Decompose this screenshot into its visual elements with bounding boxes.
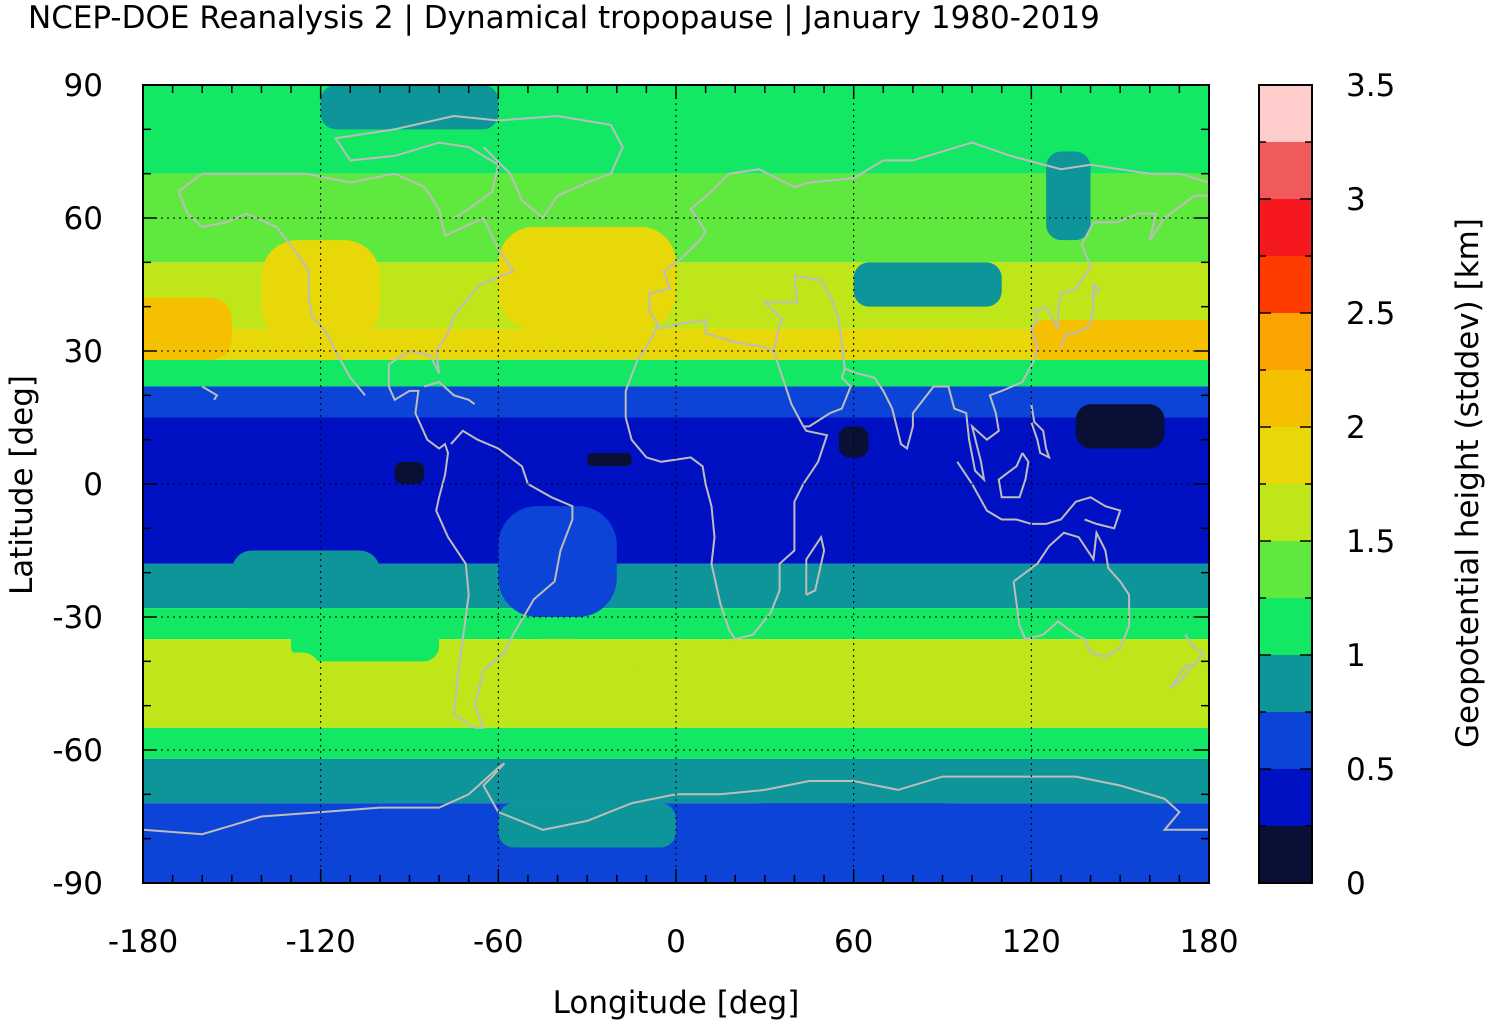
colorbar-tick-label: 2.5 (1346, 296, 1395, 332)
coastline-13 (1169, 634, 1205, 689)
y-tick-label: 0 (83, 467, 103, 503)
feature-9 (838, 426, 869, 458)
coastline-11 (997, 452, 1030, 499)
feature-11 (587, 452, 632, 467)
feature-17 (631, 661, 1209, 706)
y-tick-label: 90 (64, 68, 103, 104)
coastline-2 (624, 141, 1209, 418)
feature-4 (1090, 324, 1209, 351)
gridlines (143, 85, 1209, 883)
colorbar-segment-1 (1259, 769, 1312, 826)
colorbar-segment-7 (1259, 427, 1312, 484)
coastline-4 (762, 274, 852, 428)
coastline-0 (177, 172, 574, 729)
coastline-15 (201, 385, 219, 401)
coastline-5 (844, 194, 1209, 483)
y-tick-label: -90 (52, 866, 103, 902)
y-tick-label: 60 (64, 201, 103, 237)
plot-frame (142, 84, 1210, 884)
colorbar-tick-label: 0.5 (1346, 752, 1395, 788)
band-10 (143, 727, 1209, 759)
colorbar-segment-9 (1259, 313, 1312, 370)
coastline-8 (333, 114, 624, 220)
feature-2 (261, 240, 380, 343)
feature-8 (1075, 404, 1165, 449)
colorbar-tick-label: 0 (1346, 866, 1366, 902)
coastline-1 (177, 191, 366, 396)
y-tick-label: -60 (52, 733, 103, 769)
y-tick-labels: 90 60 30 0 -30 -60 -90 (52, 68, 103, 902)
coastline-7 (143, 762, 1209, 836)
colorbar-segment-11 (1259, 199, 1312, 256)
band-6 (143, 417, 1209, 564)
colorbar-segment-0 (1259, 826, 1312, 883)
x-axis-label: Longitude [deg] (552, 985, 800, 1021)
y-axis-label: Latitude [deg] (4, 374, 40, 596)
colorbar-tick-label: 3.5 (1346, 68, 1395, 104)
chart-title: NCEP-DOE Reanalysis 2 | Dynamical tropop… (28, 0, 1100, 36)
feature-19 (498, 803, 676, 848)
coastline-12 (1030, 404, 1051, 460)
colorbar-segment-5 (1259, 541, 1312, 598)
coastline-10 (956, 461, 1122, 530)
x-tick-label: 60 (834, 924, 873, 960)
coastline-9 (1059, 282, 1101, 348)
feature-10 (394, 461, 425, 484)
colorbar-segment-3 (1259, 655, 1312, 712)
feature-5 (853, 262, 1002, 307)
colorbar-tick-label: 3 (1346, 182, 1366, 218)
coastlines (143, 114, 1209, 836)
feature-14 (291, 617, 440, 662)
x-tick-label: 120 (1002, 924, 1061, 960)
y-tick-label: -30 (52, 600, 103, 636)
coastline-16 (424, 380, 476, 406)
coastline-6 (1012, 529, 1131, 658)
colorbar-segment-12 (1259, 142, 1312, 199)
x-tick-label: -180 (108, 924, 178, 960)
coastline-3 (624, 318, 829, 641)
colorbar (1259, 85, 1312, 883)
feature-13 (231, 550, 380, 609)
x-tick-label: -120 (285, 924, 355, 960)
y-tick-label: 30 (64, 334, 103, 370)
colorbar-label: Geopotential height (stddev) [km] (1450, 218, 1486, 748)
feature-1 (498, 226, 676, 329)
feature-7 (320, 85, 499, 130)
colorbar-segment-8 (1259, 370, 1312, 427)
colorbar-segment-6 (1259, 484, 1312, 541)
x-tick-label: -60 (473, 924, 524, 960)
x-tick-label: 180 (1179, 924, 1238, 960)
feature-0 (143, 297, 232, 360)
colorbar-ticks (1259, 84, 1312, 884)
colorbar-tick-label: 1.5 (1346, 524, 1395, 560)
colorbar-tick-label: 1 (1346, 638, 1366, 674)
x-tick-labels: -180 -120 -60 0 60 120 180 (108, 924, 1239, 960)
axis-ticks (142, 84, 1210, 884)
feature-16 (527, 639, 588, 684)
x-tick-label: 0 (666, 924, 686, 960)
feature-18 (735, 803, 973, 883)
coastline-14 (805, 534, 826, 596)
colorbar-segment-10 (1259, 256, 1312, 313)
colorbar-tick-labels: 0 0.5 1 1.5 2 2.5 3 3.5 (1346, 68, 1395, 902)
colorbar-segment-4 (1259, 598, 1312, 655)
colorbar-tick-label: 2 (1346, 410, 1366, 446)
feature-15 (143, 652, 321, 706)
colorbar-segment-13 (1259, 85, 1312, 142)
colorbar-segment-2 (1259, 712, 1312, 769)
